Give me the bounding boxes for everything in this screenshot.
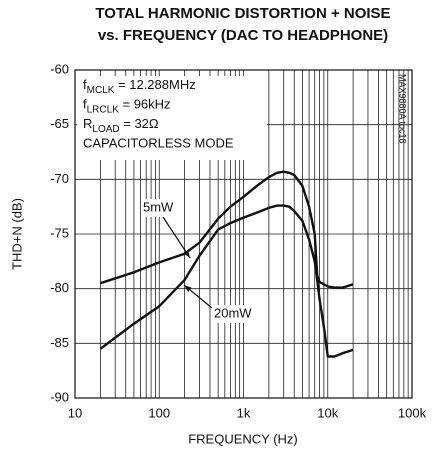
legend-bg [212, 305, 250, 323]
annotation: RLOAD = 32Ω [83, 116, 159, 134]
annotation-sub: LOAD [92, 124, 119, 135]
x-tick-label: 100k [398, 405, 427, 420]
annotation: fMCLK = 12.288MHz [83, 77, 196, 95]
series-line [99, 204, 354, 358]
legend-label: 20mW [214, 305, 252, 320]
series-line [100, 170, 354, 289]
plot-frame [74, 69, 413, 399]
annotation-sub: MCLK [87, 85, 115, 96]
chart-title: TOTAL HARMONIC DISTORTION + NOISE [95, 5, 390, 22]
annotation-text: R [83, 116, 92, 131]
y-tick-label: -70 [50, 171, 69, 186]
annotation-bg [77, 76, 267, 160]
x-tick-label: 100 [148, 405, 170, 420]
x-tick-label: 1k [237, 405, 251, 420]
annotation-sub: LRCLK [87, 104, 120, 115]
annotation: fLRCLK = 96kHz [83, 97, 171, 115]
y-tick-label: -80 [50, 280, 69, 295]
label-arrow [162, 216, 191, 259]
side-note: MAX9880A toc18 [398, 74, 408, 144]
y-tick-label: -60 [50, 61, 69, 76]
x-axis-label: FREQUENCY (Hz) [188, 431, 298, 446]
annotation: CAPACITORLESS MODE [83, 136, 234, 151]
y-tick-label: -90 [50, 389, 69, 404]
legend-label: 5mW [143, 199, 174, 214]
annotation-text: f [83, 77, 87, 92]
y-tick-label: -65 [50, 116, 69, 131]
legend-bg [141, 199, 171, 217]
arrow-head [184, 285, 192, 292]
y-axis-label: THD+N (dB) [9, 198, 24, 270]
annotation-text: = 12.288MHz [114, 77, 195, 92]
chart-title: vs. FREQUENCY (DAC TO HEADPHONE) [98, 27, 388, 44]
annotation-text: CAPACITORLESS MODE [83, 136, 234, 151]
annotation-text: = 96kHz [119, 97, 171, 112]
y-tick-label: -75 [50, 225, 69, 240]
annotation-text: f [83, 97, 87, 112]
x-tick-label: 10k [317, 405, 338, 420]
annotation-text: = 32Ω [120, 116, 159, 131]
y-tick-label: -85 [50, 335, 69, 350]
x-tick-label: 10 [68, 405, 82, 420]
arrow-head [183, 250, 190, 258]
